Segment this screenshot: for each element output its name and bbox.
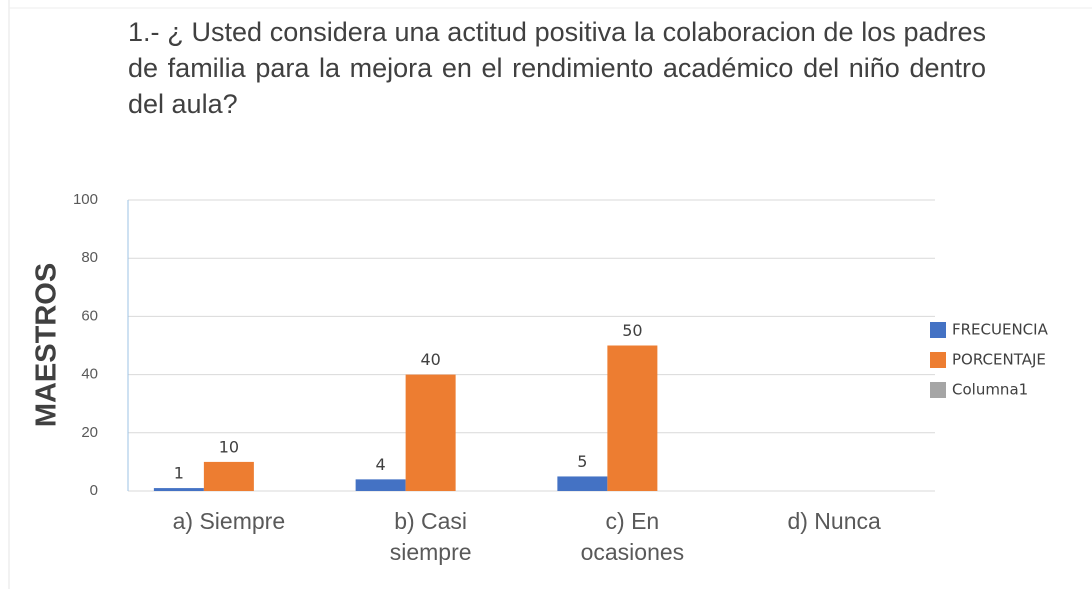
- x-tick-label: a) Siempre: [172, 508, 286, 534]
- data-label: 10: [219, 437, 239, 456]
- data-label: 40: [420, 350, 440, 369]
- x-tick-label: b) Casi siempre: [389, 508, 472, 565]
- x-tick-label: c) En ocasiones: [580, 508, 685, 565]
- y-tick-label: 100: [73, 191, 98, 208]
- bar: [557, 476, 608, 491]
- data-label: 4: [376, 455, 386, 474]
- x-tick-label: d) Nunca: [787, 508, 881, 534]
- y-tick-label: 0: [90, 482, 98, 499]
- data-label: 50: [622, 321, 642, 340]
- y-tick-label: 40: [81, 366, 98, 383]
- data-label: 1: [174, 464, 184, 483]
- data-label: 5: [577, 452, 587, 471]
- chart-title: 1.- ¿ Usted considera una actitud positi…: [128, 17, 986, 119]
- bar: [607, 345, 658, 491]
- legend-swatch: [930, 382, 946, 398]
- bar: [203, 461, 254, 491]
- y-tick-label: 60: [81, 307, 98, 324]
- y-tick-label: 80: [81, 249, 98, 266]
- legend-swatch: [930, 322, 946, 338]
- legend-label: PORCENTAJE: [952, 351, 1046, 369]
- bar: [355, 479, 406, 491]
- bar: [405, 374, 456, 491]
- legend-label: Columna1: [952, 381, 1028, 399]
- bar: [153, 488, 204, 491]
- y-tick-label: 20: [81, 424, 98, 441]
- y-axis-label: MAESTROS: [31, 263, 63, 427]
- legend-swatch: [930, 352, 946, 368]
- legend-label: FRECUENCIA: [952, 321, 1049, 339]
